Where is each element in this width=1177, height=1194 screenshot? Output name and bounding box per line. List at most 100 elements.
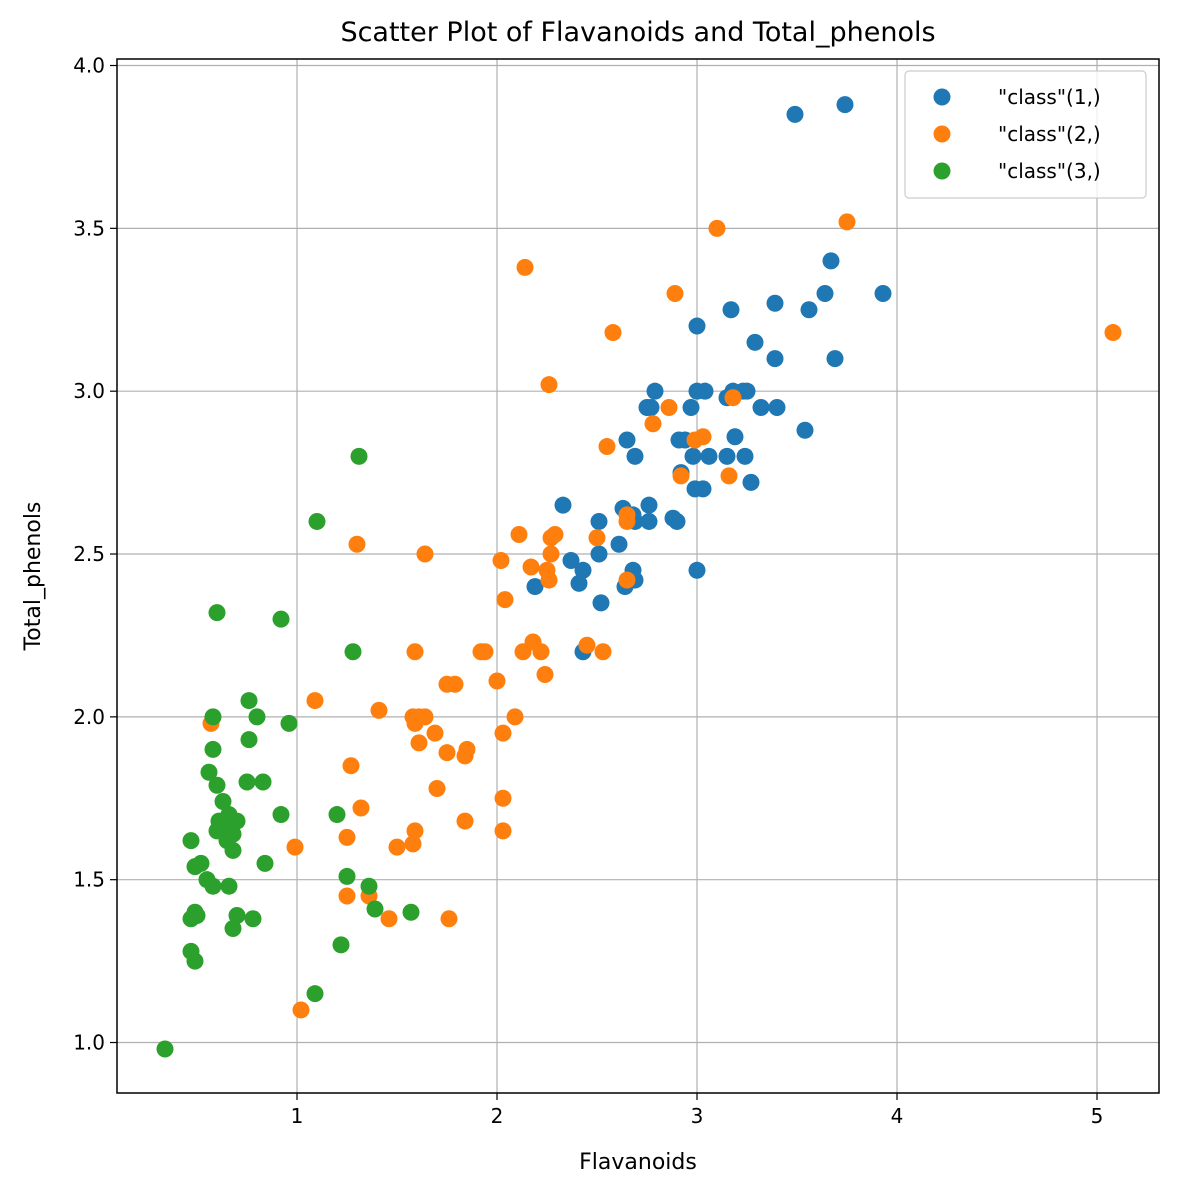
legend-marker-class-1 (933, 88, 951, 106)
data-point-class-2 (286, 838, 304, 856)
data-point-class-3 (224, 920, 242, 938)
data-point-class-1 (738, 382, 756, 400)
data-point-class-2 (1104, 324, 1122, 342)
data-point-class-2 (604, 324, 622, 342)
plot-frame (116, 58, 1160, 1094)
data-point-class-3 (240, 692, 258, 710)
x-tick-label: 1 (291, 1104, 304, 1128)
data-point-class-1 (696, 382, 714, 400)
data-point-class-3 (306, 985, 324, 1003)
data-point-class-2 (532, 643, 550, 661)
data-point-class-1 (592, 594, 610, 612)
data-point-class-2 (540, 376, 558, 394)
data-point-class-3 (280, 714, 298, 732)
data-point-class-3 (182, 910, 200, 928)
data-point-class-1 (800, 301, 818, 319)
data-point-class-1 (746, 333, 764, 351)
data-point-class-1 (766, 350, 784, 368)
data-point-class-2 (514, 643, 532, 661)
data-point-class-1 (718, 447, 736, 465)
data-point-class-2 (660, 398, 678, 416)
data-point-class-1 (640, 512, 658, 530)
legend: "class"(1,) "class"(2,) "class"(3,) (904, 70, 1147, 199)
data-point-class-2 (338, 887, 356, 905)
data-point-class-2 (542, 529, 560, 547)
data-point-class-2 (410, 734, 428, 752)
data-point-class-3 (208, 604, 226, 622)
data-point-class-1 (574, 561, 592, 579)
data-point-class-2 (838, 213, 856, 231)
data-point-class-3 (350, 447, 368, 465)
data-point-class-2 (370, 701, 388, 719)
y-tick-label: 1.0 (73, 1031, 105, 1055)
y-tick-label: 3.0 (73, 379, 105, 403)
data-point-class-3 (338, 867, 356, 885)
data-point-class-3 (156, 1040, 174, 1058)
data-point-class-1 (874, 284, 892, 302)
data-point-class-1 (766, 294, 784, 312)
data-point-class-1 (646, 382, 664, 400)
data-point-class-2 (476, 643, 494, 661)
axis-ticks: 1 2 3 4 5 1.0 1.5 2.0 2.5 3.0 3.5 4.0 (73, 54, 1103, 1128)
data-point-class-3 (204, 708, 222, 726)
data-point-class-2 (672, 467, 690, 485)
y-axis-label: Total_phenols (21, 502, 46, 652)
data-point-class-3 (366, 900, 384, 918)
data-point-class-2 (342, 757, 360, 775)
data-point-class-1 (554, 496, 572, 514)
x-axis-label: Flavanoids (579, 1150, 697, 1175)
data-point-class-1 (526, 578, 544, 596)
legend-marker-class-3 (933, 162, 951, 180)
data-point-class-2 (506, 708, 524, 726)
data-point-class-2 (456, 812, 474, 830)
legend-label-class-3: "class"(3,) (998, 159, 1101, 183)
data-point-class-2 (292, 1001, 310, 1019)
data-point-class-2 (598, 438, 616, 456)
data-point-class-2 (494, 724, 512, 742)
data-point-class-2 (510, 525, 528, 543)
data-point-class-1 (688, 561, 706, 579)
data-point-class-3 (344, 643, 362, 661)
data-point-class-3 (214, 793, 232, 811)
data-point-class-2 (708, 219, 726, 237)
data-point-class-2 (724, 389, 742, 407)
data-points (156, 96, 1122, 1058)
y-tick-label: 3.5 (73, 216, 105, 240)
data-point-class-3 (182, 832, 200, 850)
data-point-class-1 (668, 512, 686, 530)
data-point-class-2 (306, 692, 324, 710)
data-point-class-1 (684, 447, 702, 465)
data-point-class-3 (254, 773, 272, 791)
data-point-class-3 (328, 806, 346, 824)
data-point-class-1 (688, 317, 706, 335)
data-point-class-3 (308, 512, 326, 530)
data-point-class-1 (816, 284, 834, 302)
data-point-class-1 (562, 552, 580, 570)
data-point-class-2 (416, 545, 434, 563)
data-point-class-2 (542, 545, 560, 563)
data-point-class-1 (682, 398, 700, 416)
data-point-class-2 (338, 828, 356, 846)
x-tick-label: 2 (491, 1104, 504, 1128)
data-point-class-3 (256, 854, 274, 872)
data-point-class-3 (248, 708, 266, 726)
legend-marker-class-2 (933, 125, 951, 143)
data-point-class-3 (208, 776, 226, 794)
data-point-class-2 (536, 666, 554, 684)
data-point-class-1 (590, 545, 608, 563)
data-point-class-2 (492, 552, 510, 570)
data-point-class-1 (640, 496, 658, 514)
data-point-class-1 (570, 574, 588, 592)
data-point-class-2 (496, 591, 514, 609)
data-point-class-2 (440, 910, 458, 928)
data-point-class-2 (578, 636, 596, 654)
data-point-class-1 (822, 252, 840, 270)
data-point-class-2 (594, 643, 612, 661)
y-tick-label: 4.0 (73, 54, 105, 78)
data-point-class-3 (228, 907, 246, 925)
data-point-class-2 (618, 571, 636, 589)
data-point-class-2 (426, 724, 444, 742)
data-point-class-3 (272, 610, 290, 628)
data-point-class-2 (404, 835, 422, 853)
